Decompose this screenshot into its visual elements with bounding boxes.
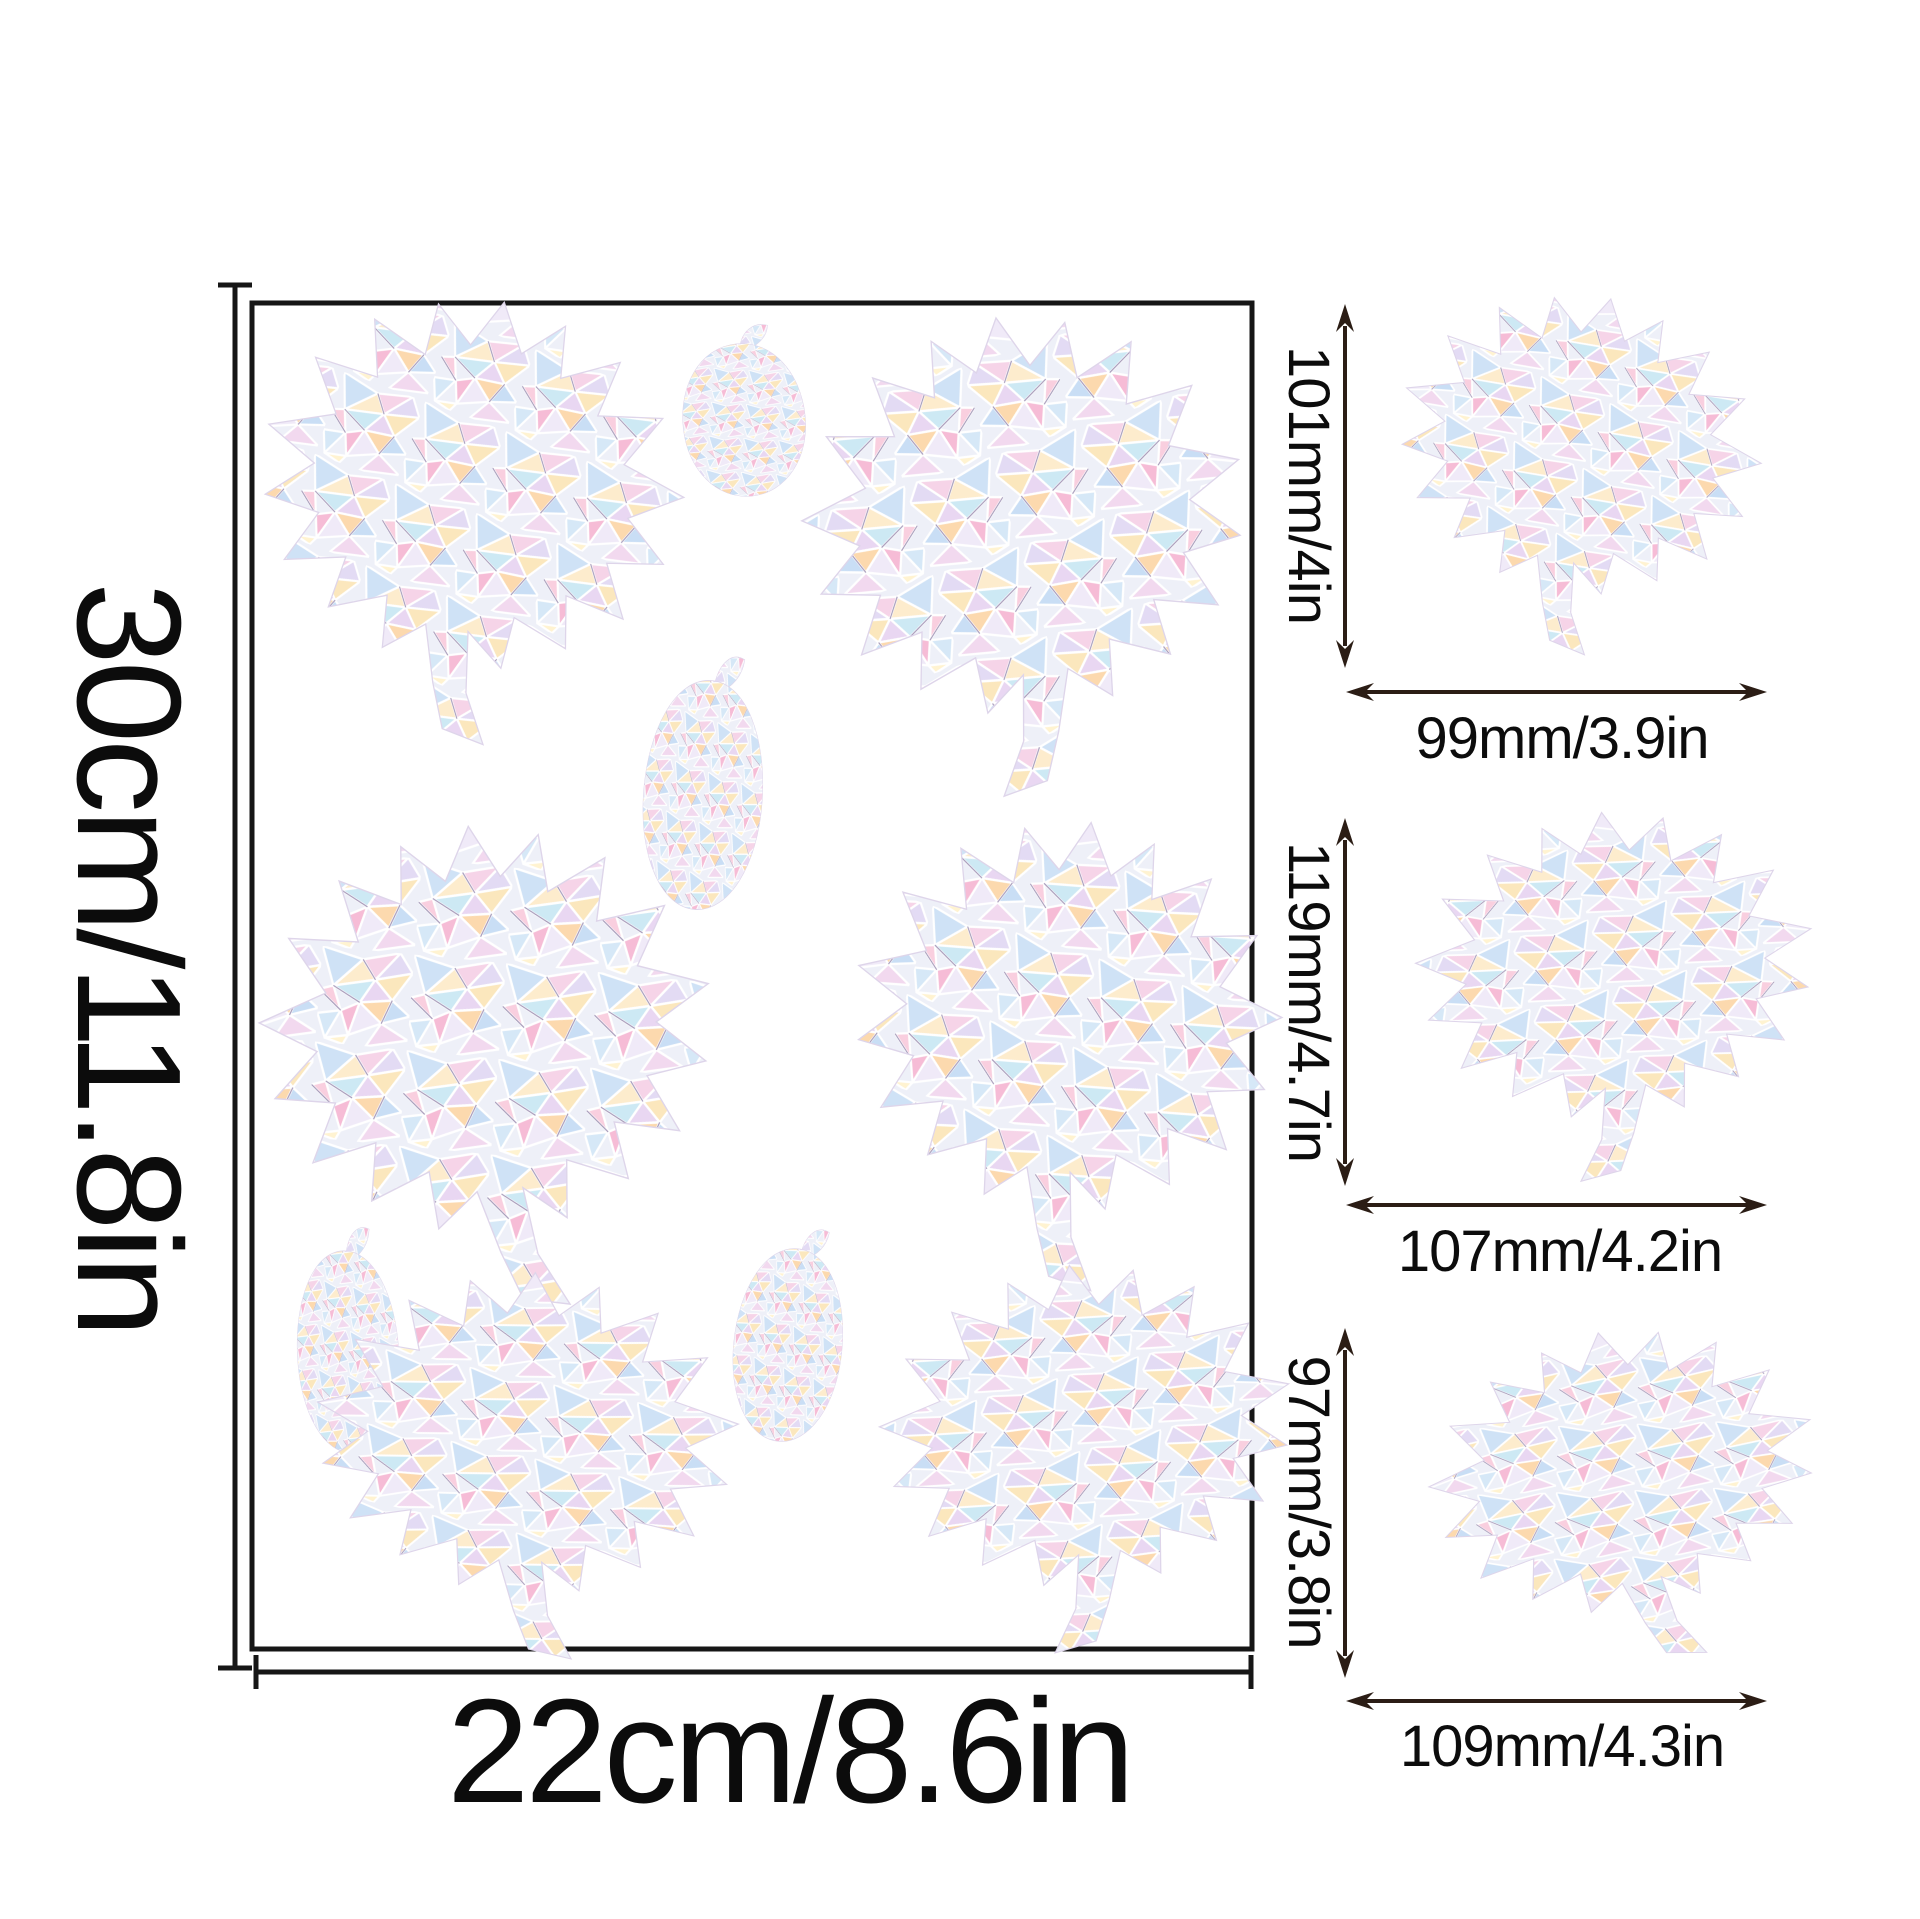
sheet-width-label: 22cm/8.6in	[447, 1669, 1135, 1834]
leaf1-width-label: 99mm/3.9in	[1415, 706, 1709, 771]
sticker-sheet-pieces	[219, 264, 1315, 1670]
maple-leaf-sticker	[864, 1243, 1315, 1670]
leaf2-width-label: 107mm/4.2in	[1397, 1219, 1723, 1284]
height-dimension-arrow	[1336, 818, 1354, 1186]
height-dimension-arrow	[1336, 304, 1354, 668]
maple-leaf-sticker	[1407, 1298, 1848, 1696]
width-dimension-arrow	[1346, 1196, 1767, 1214]
width-dimension-arrow	[1346, 683, 1767, 701]
acorn-sticker	[723, 1221, 855, 1448]
individual-leaf-samples	[1359, 260, 1848, 1696]
leaf1-height-label: 101mm/4in	[1276, 346, 1341, 624]
leaf3-height-label: 97mm/3.8in	[1276, 1355, 1341, 1649]
maple-leaf-sticker	[1359, 260, 1789, 684]
maple-leaf-sticker	[776, 286, 1282, 820]
maple-leaf-sticker	[1403, 794, 1832, 1195]
leaf3-width-label: 109mm/4.3in	[1399, 1714, 1725, 1779]
sheet-height-label: 30cm/11.8in	[46, 582, 211, 1334]
width-dimension-arrow	[1346, 1692, 1767, 1710]
height-dimension-arrow	[1336, 1328, 1354, 1678]
acorn-sticker	[673, 320, 814, 503]
sheet-width-dimension-line	[253, 1655, 1254, 1689]
acorn-sticker	[635, 650, 773, 915]
maple-leaf-sticker	[219, 264, 713, 773]
sticker-sheet	[249, 300, 1255, 1652]
leaf-dimension-arrows	[1336, 304, 1767, 1710]
sheet-height-dimension-line	[218, 282, 252, 1671]
maple-leaf-sticker	[822, 795, 1304, 1311]
leaf2-height-label: 119mm/4.7in	[1276, 842, 1341, 1162]
